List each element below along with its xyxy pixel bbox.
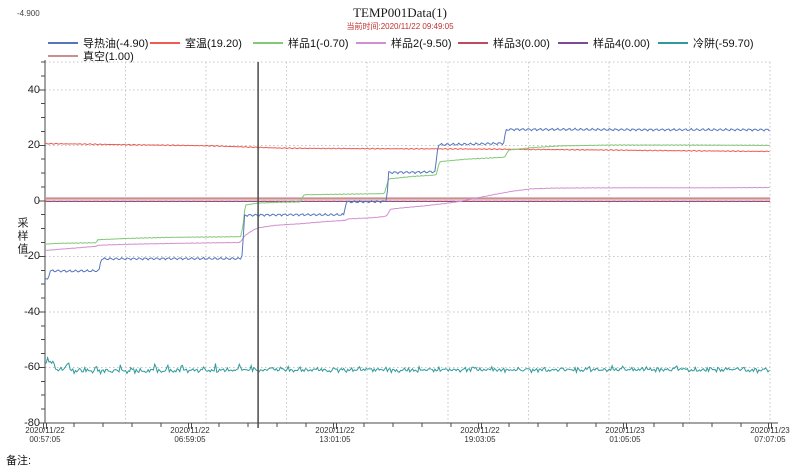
legend-label-sample-2: 样品2(-9.50) xyxy=(391,38,452,50)
y-tick-label: -80 xyxy=(24,417,40,429)
legend-item-sample-4[interactable]: 样品4(0.00) xyxy=(558,37,650,50)
legend-line-heat-transfer-oil xyxy=(48,42,78,44)
current-time-label: 当前时间:2020/11/22 09:49:05 xyxy=(346,22,454,31)
legend-line-sample-2 xyxy=(356,42,386,44)
x-tick-label: 2020/11/23 07:07:05 xyxy=(750,426,790,444)
legend-label-cold-trap: 冷阱(-59.70) xyxy=(693,38,754,50)
x-tick-label: 2020/11/23 01:05:05 xyxy=(605,426,645,444)
legend-line-sample-1 xyxy=(253,42,283,44)
x-tick-label: 2020/11/22 19:03:05 xyxy=(460,426,500,444)
legend-label-sample-1: 样品1(-0.70) xyxy=(288,38,349,50)
remark-label: 备注: xyxy=(6,455,32,467)
current-value-readout: -4.900 xyxy=(17,9,40,18)
y-tick-label: 20 xyxy=(27,139,40,152)
legend-item-sample-3[interactable]: 样品3(0.00) xyxy=(458,37,550,50)
y-tick-label: -20 xyxy=(24,250,40,263)
legend-label-sample-4: 样品4(0.00) xyxy=(593,38,650,50)
x-tick-label: 2020/11/22 00:57:05 xyxy=(25,426,65,444)
x-tick-label: 2020/11/22 06:59:05 xyxy=(170,426,210,444)
legend-item-cold-trap[interactable]: 冷阱(-59.70) xyxy=(658,37,754,50)
legend-label-room-temp: 室温(19.20) xyxy=(185,38,242,50)
y-tick-label: -40 xyxy=(24,305,40,318)
y-tick-label: 0 xyxy=(33,194,40,207)
legend-label-vacuum: 真空(1.00) xyxy=(83,51,134,63)
legend-line-room-temp xyxy=(150,42,180,44)
chart-title: TEMP001Data(1) xyxy=(353,5,447,20)
series-line-room-temp xyxy=(44,142,770,153)
legend-item-sample-2[interactable]: 样品2(-9.50) xyxy=(356,37,452,50)
legend-line-cold-trap xyxy=(658,42,688,44)
series-line-heat-transfer-oil xyxy=(44,127,770,280)
x-tick-label: 2020/11/22 13:01:05 xyxy=(315,426,355,444)
y-axis-title: 采样值 xyxy=(16,217,28,256)
y-tick-label: 40 xyxy=(27,83,40,96)
legend-label-sample-3: 样品3(0.00) xyxy=(493,38,550,50)
legend-line-sample-4 xyxy=(558,42,588,44)
legend-item-room-temp[interactable]: 室温(19.20) xyxy=(150,37,242,50)
series-line-sample-2 xyxy=(44,186,770,252)
legend-line-sample-3 xyxy=(458,42,488,44)
legend-item-sample-1[interactable]: 样品1(-0.70) xyxy=(253,37,349,50)
series-line-cold-trap xyxy=(44,355,770,376)
y-tick-label: -60 xyxy=(24,361,40,374)
legend-line-vacuum xyxy=(48,55,78,57)
legend-item-heat-transfer-oil[interactable]: 导热油(-4.90) xyxy=(48,37,149,50)
legend-item-vacuum[interactable]: 真空(1.00) xyxy=(48,50,134,63)
series-line-sample-1 xyxy=(44,144,770,245)
legend-label-heat-transfer-oil: 导热油(-4.90) xyxy=(83,38,149,50)
